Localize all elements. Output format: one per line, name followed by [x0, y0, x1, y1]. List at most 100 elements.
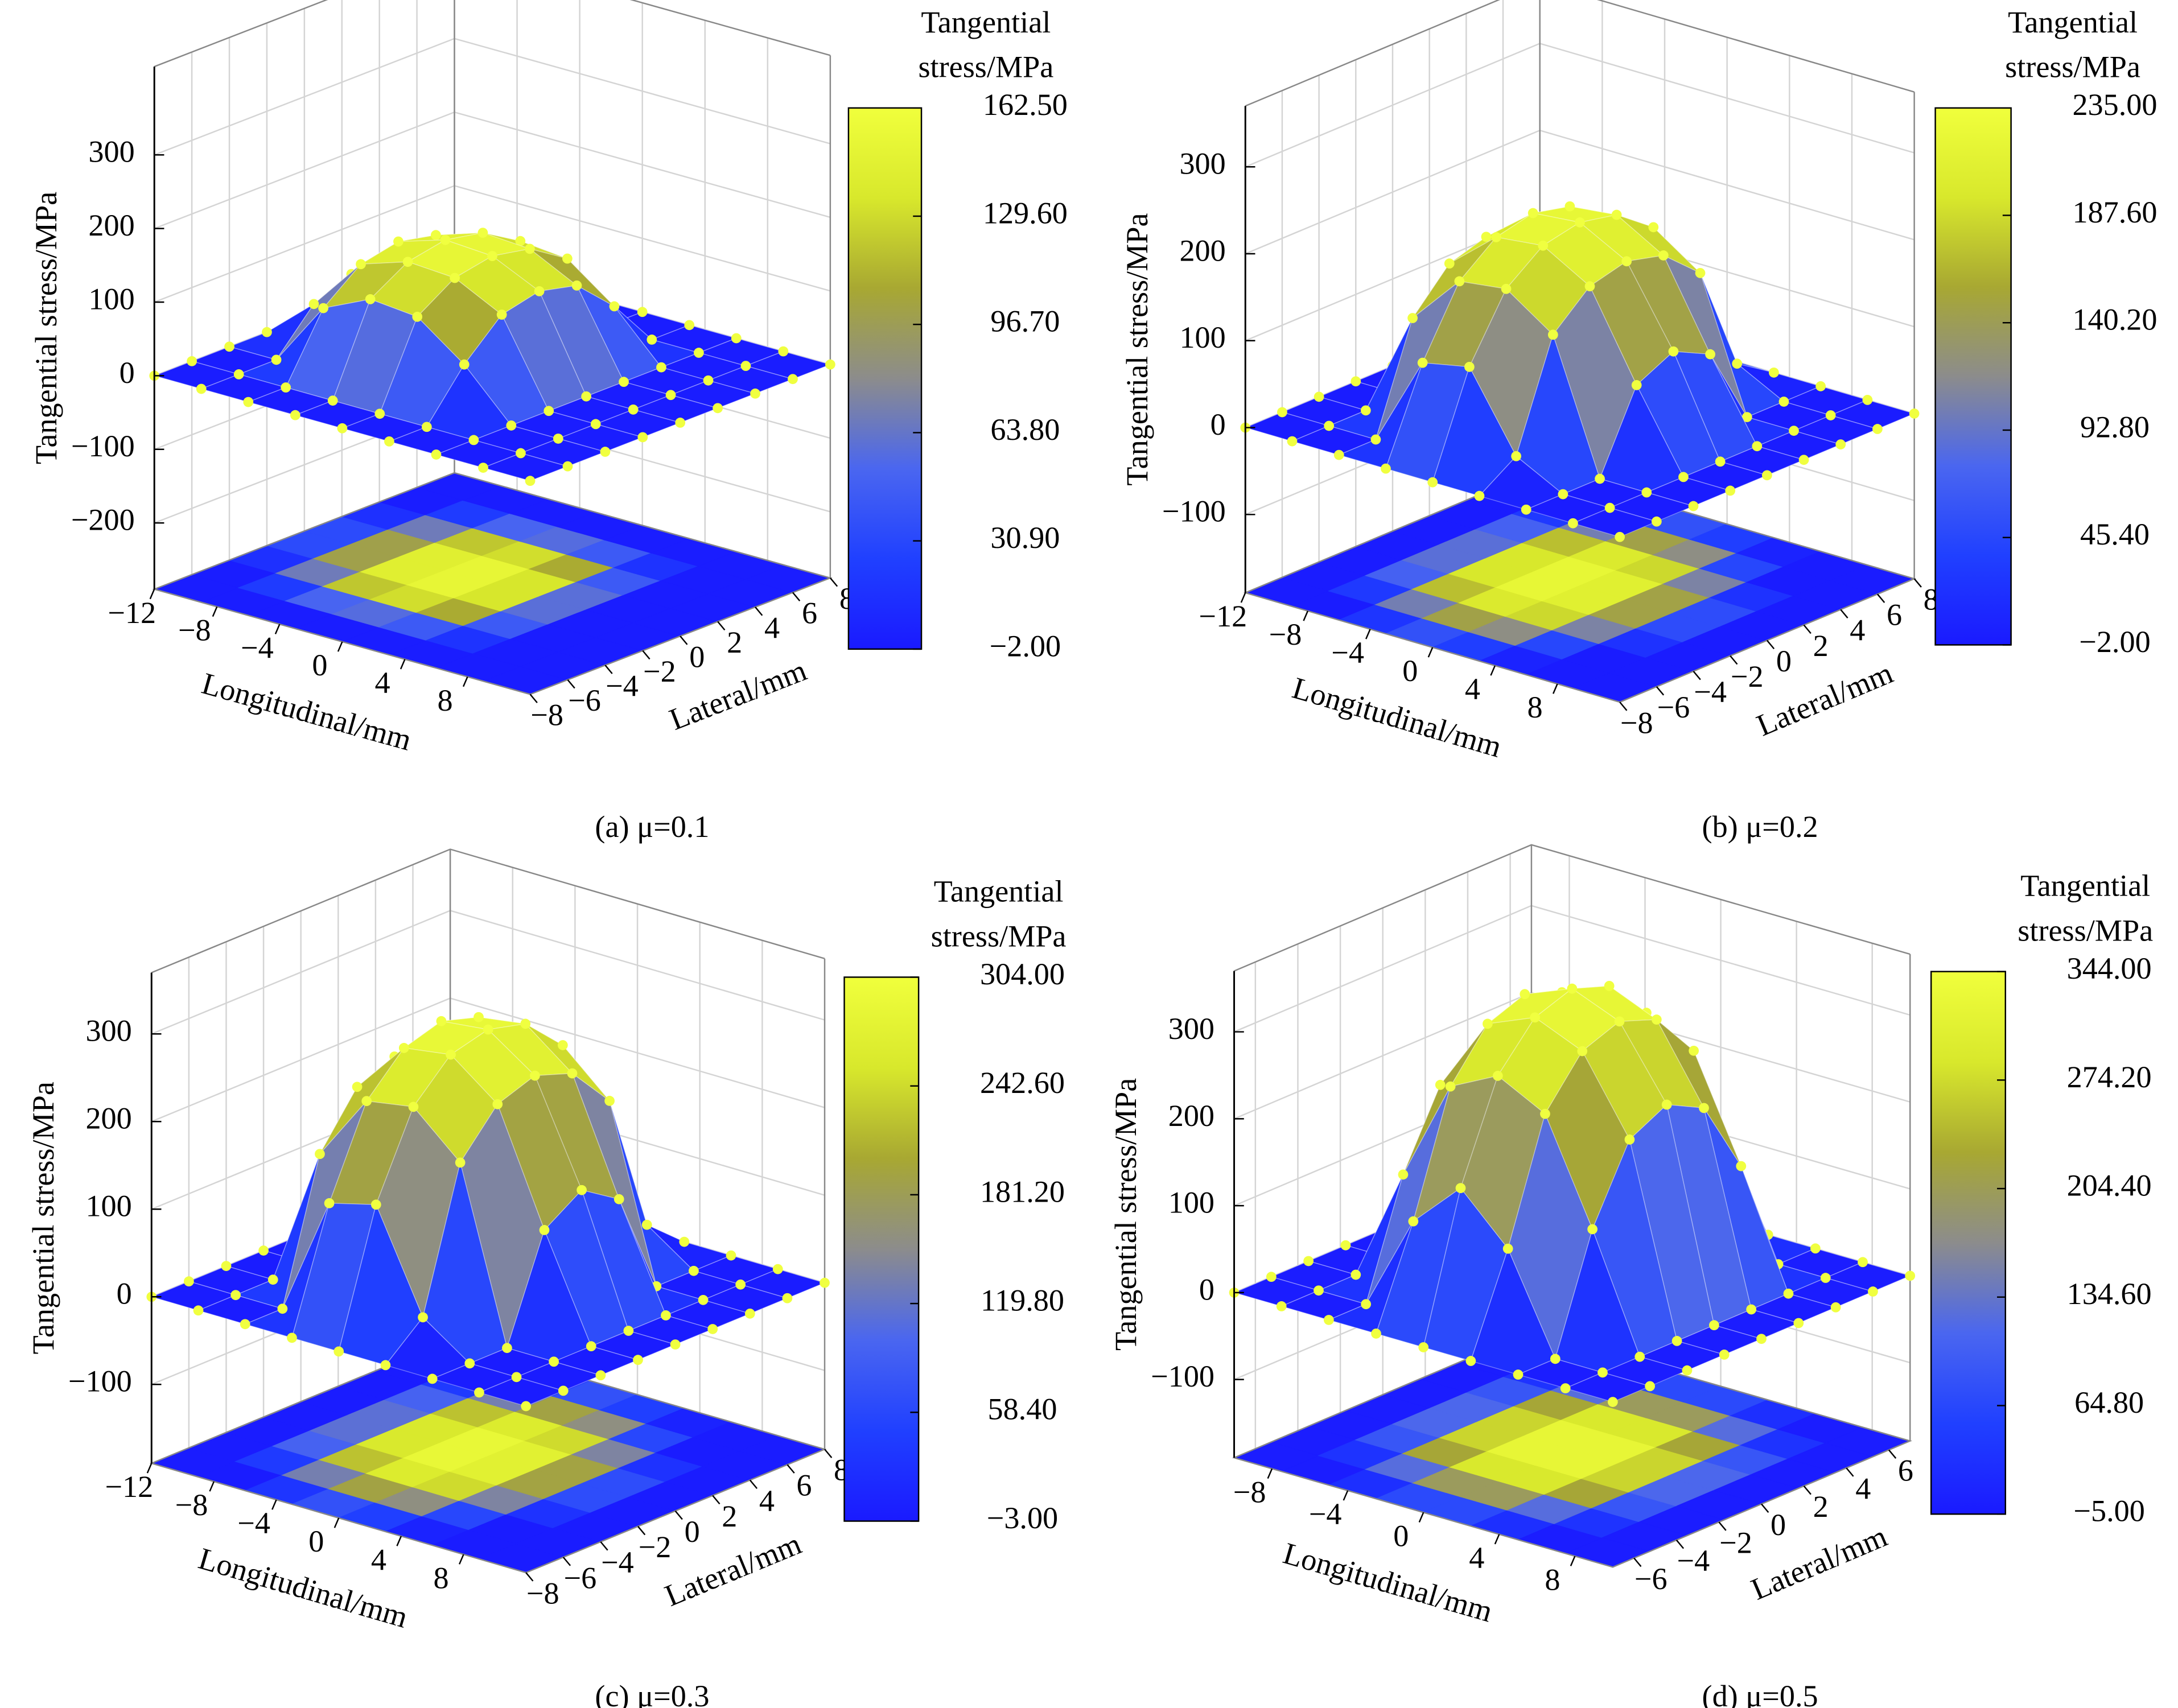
- surface-point: [1752, 441, 1763, 452]
- colorbar-tick-label: 63.80: [990, 412, 1060, 447]
- surface-point: [374, 409, 385, 419]
- y-tick: [787, 1464, 795, 1474]
- surface-point: [1324, 420, 1335, 431]
- surface-point: [365, 294, 376, 304]
- surface-point: [604, 1096, 615, 1106]
- surface-point: [1454, 276, 1465, 287]
- surface-point: [1521, 504, 1531, 515]
- surface-point: [1584, 281, 1595, 292]
- surface-point: [713, 403, 723, 414]
- surface-point: [577, 1185, 587, 1195]
- surface-point: [478, 463, 488, 473]
- surface-point: [243, 397, 254, 407]
- y-tick-label: 0: [689, 640, 705, 674]
- surface-point: [782, 1293, 793, 1303]
- surface-point: [1444, 258, 1455, 269]
- x-tick-label: −8: [1269, 617, 1302, 651]
- surface-point: [590, 419, 601, 430]
- y-tick: [562, 1557, 571, 1566]
- surface-point: [1621, 256, 1632, 267]
- x-tick: [1240, 592, 1246, 603]
- y-tick: [1803, 1486, 1811, 1495]
- caption: (d) μ=0.5: [1702, 1679, 1818, 1708]
- x-axis-label: Longitudinal/mm: [1279, 1536, 1496, 1629]
- x-tick: [1570, 1556, 1576, 1566]
- y-tick-label: 4: [764, 610, 780, 645]
- y-tick-label: 0: [1771, 1508, 1786, 1542]
- x-tick: [1494, 1534, 1500, 1545]
- z-tick-label: 300: [85, 1014, 131, 1048]
- y-tick-label: −4: [601, 1545, 634, 1579]
- y-tick: [712, 1495, 720, 1505]
- surface-point: [240, 1319, 250, 1330]
- surface-point: [707, 1324, 718, 1334]
- caption: (a) μ=0.1: [595, 810, 709, 844]
- surface-point: [740, 361, 751, 371]
- surface-point: [361, 1096, 372, 1107]
- surface-point: [1604, 502, 1615, 513]
- y-tick: [755, 607, 763, 616]
- surface-point: [516, 448, 526, 459]
- surface-point: [1741, 412, 1752, 422]
- surface-point: [820, 1277, 830, 1288]
- x-tick-label: −12: [105, 1470, 153, 1504]
- surface-point: [1351, 1269, 1361, 1280]
- surface-point: [1715, 456, 1726, 467]
- y-tick-label: −2: [1731, 659, 1764, 694]
- y-tick-label: 6: [1887, 598, 1902, 632]
- surface-point: [1793, 1318, 1804, 1329]
- y-tick-label: −4: [1694, 675, 1727, 709]
- surface-point: [193, 1305, 204, 1316]
- x-tick: [1267, 1468, 1273, 1479]
- z-axis-label: Tangential stress/MPa: [1109, 1078, 1143, 1351]
- floor-edge: [1232, 1331, 1912, 1568]
- surface-point: [1909, 409, 1920, 419]
- y-tick-label: −4: [1677, 1544, 1710, 1578]
- surface-point: [290, 410, 300, 420]
- surface-point: [337, 423, 348, 434]
- surface-point: [1528, 208, 1538, 218]
- surface-point: [1868, 1286, 1878, 1297]
- colorbar-tick-label: −2.00: [2079, 625, 2150, 659]
- y-tick: [1840, 609, 1848, 618]
- surface-point: [1830, 1302, 1841, 1313]
- x-tick-label: −8: [175, 1488, 208, 1522]
- surface-point: [1407, 313, 1418, 323]
- surface-point: [661, 1310, 671, 1321]
- surface-point: [1862, 395, 1873, 405]
- z-tick-label: 0: [1211, 407, 1226, 442]
- surface-point: [431, 449, 442, 460]
- y-tick: [1766, 640, 1775, 650]
- surface-point: [623, 1326, 634, 1336]
- colorbar-tick-label: 129.60: [983, 196, 1068, 230]
- surface-point: [496, 310, 507, 320]
- z-tick-label: 200: [1179, 233, 1225, 267]
- y-tick-label: 6: [802, 596, 817, 630]
- surface-point: [1323, 1315, 1334, 1325]
- surface-point: [1783, 1288, 1794, 1299]
- surface-point: [384, 436, 394, 447]
- surface-point: [1872, 424, 1883, 434]
- y-tick: [1803, 624, 1811, 634]
- surface-point: [1575, 217, 1585, 228]
- surface-point: [267, 1274, 278, 1285]
- surface-point: [446, 1049, 456, 1060]
- surface-point: [1682, 1365, 1693, 1376]
- colorbar-tick-label: 92.80: [2080, 410, 2150, 444]
- surface-point: [1577, 1046, 1588, 1057]
- z-tick-label: 200: [88, 208, 134, 242]
- z-tick-label: 100: [88, 282, 134, 316]
- surface-point: [1645, 1381, 1656, 1392]
- z-tick-label: −100: [71, 429, 135, 463]
- surface-point: [221, 1261, 232, 1271]
- surface-point: [1762, 470, 1772, 481]
- x-tick: [146, 1463, 153, 1474]
- colorbar-tick-label: −2.00: [990, 629, 1061, 663]
- y-tick: [1675, 1540, 1685, 1549]
- y-tick: [792, 592, 801, 601]
- wall-grid-line: [154, 38, 831, 156]
- surface-point: [1756, 1334, 1767, 1344]
- surface-point: [698, 1294, 709, 1305]
